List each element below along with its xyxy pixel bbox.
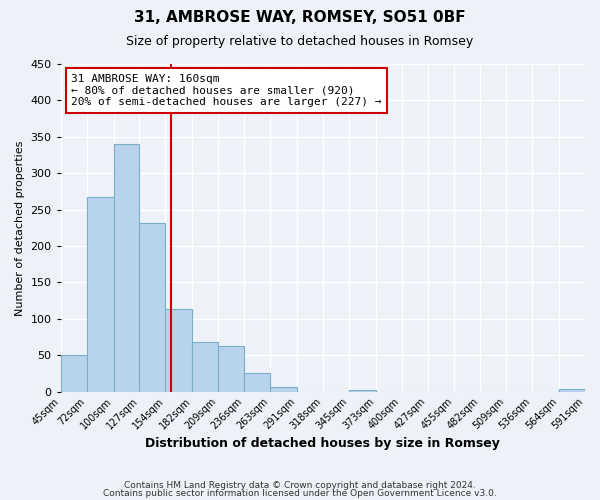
Bar	[192, 342, 218, 392]
Bar	[86, 196, 113, 392]
Bar	[559, 390, 585, 392]
Bar	[139, 222, 166, 392]
Text: 31, AMBROSE WAY, ROMSEY, SO51 0BF: 31, AMBROSE WAY, ROMSEY, SO51 0BF	[134, 10, 466, 25]
Bar	[270, 386, 297, 392]
Bar	[113, 144, 139, 392]
Bar	[244, 374, 270, 392]
Text: 31 AMBROSE WAY: 160sqm
← 80% of detached houses are smaller (920)
20% of semi-de: 31 AMBROSE WAY: 160sqm ← 80% of detached…	[71, 74, 382, 107]
Text: Size of property relative to detached houses in Romsey: Size of property relative to detached ho…	[127, 35, 473, 48]
Text: Contains HM Land Registry data © Crown copyright and database right 2024.: Contains HM Land Registry data © Crown c…	[124, 481, 476, 490]
Bar	[218, 346, 244, 392]
Y-axis label: Number of detached properties: Number of detached properties	[15, 140, 25, 316]
Bar	[166, 308, 192, 392]
X-axis label: Distribution of detached houses by size in Romsey: Distribution of detached houses by size …	[145, 437, 500, 450]
Bar	[61, 356, 86, 392]
Text: Contains public sector information licensed under the Open Government Licence v3: Contains public sector information licen…	[103, 488, 497, 498]
Bar	[349, 390, 376, 392]
